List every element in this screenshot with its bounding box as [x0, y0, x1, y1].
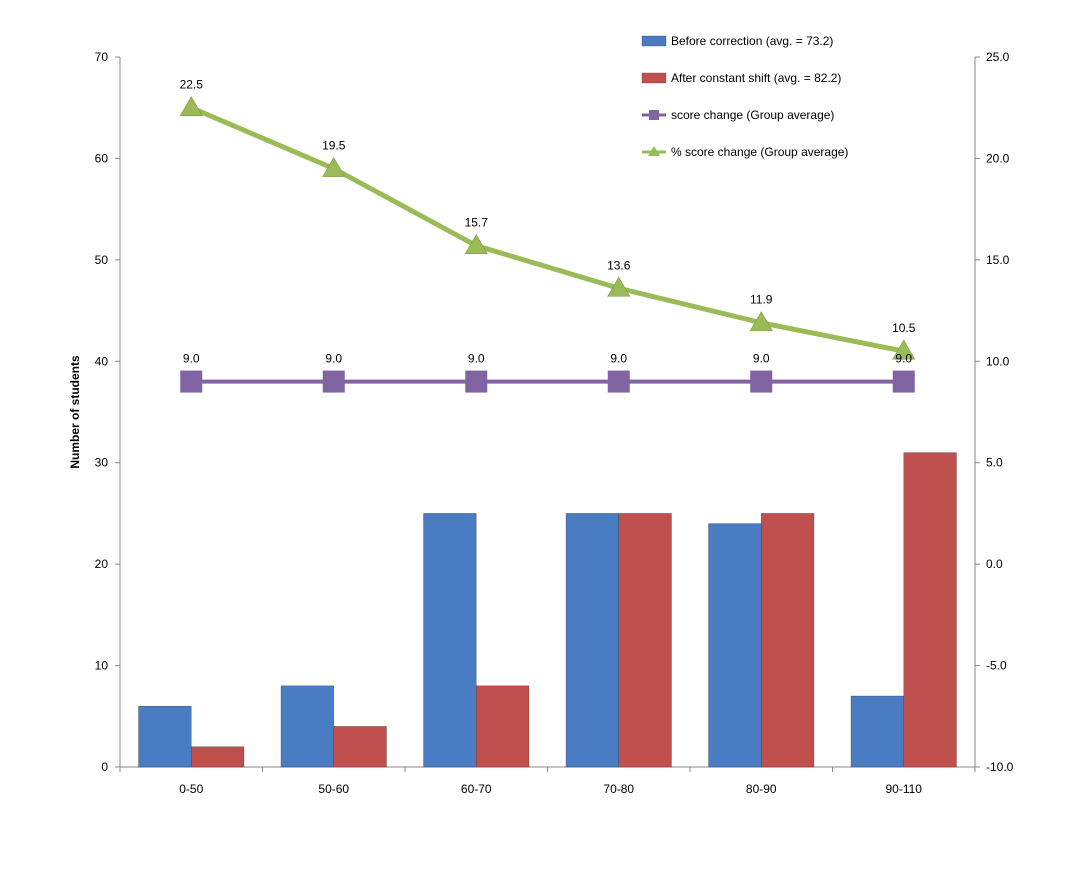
x-tick-label: 50-60: [318, 782, 349, 796]
left-tick-label: 60: [95, 151, 109, 165]
left-tick-label: 30: [95, 456, 109, 470]
bar: [423, 513, 477, 768]
legend-label: score change (Group average): [671, 108, 834, 122]
square-marker: [180, 370, 203, 393]
right-tick-label: 5.0: [986, 456, 1003, 470]
legend-square-marker: [649, 110, 659, 120]
data-label: 10.5: [892, 321, 916, 335]
legend-label: After constant shift (avg. = 82.2): [671, 71, 841, 85]
data-label: 9.0: [895, 352, 912, 366]
bar: [280, 685, 334, 768]
triangle-marker: [464, 234, 488, 254]
right-tick-label: 10.0: [986, 354, 1010, 368]
legend: Before correction (avg. = 73.2) After con…: [641, 34, 848, 159]
x-tick-label: 70-80: [603, 782, 634, 796]
right-tick-label: 15.0: [986, 253, 1010, 267]
right-tick-label: 20.0: [986, 151, 1010, 165]
square-marker: [322, 370, 345, 393]
triangle-marker: [749, 311, 773, 332]
square-marker: [892, 370, 915, 393]
bar: [476, 685, 530, 768]
left-tick-label: 0: [101, 760, 108, 774]
bar: [333, 726, 387, 768]
data-label: 15.7: [465, 216, 489, 230]
left-tick-label: 50: [95, 253, 109, 267]
bar: [138, 705, 192, 768]
triangle-marker: [607, 276, 631, 297]
bar: [761, 513, 815, 768]
right-tick-label: -10.0: [986, 760, 1014, 774]
bar: [191, 746, 245, 768]
data-label: 9.0: [753, 352, 770, 366]
data-label: 9.0: [610, 352, 627, 366]
square-marker: [750, 370, 773, 393]
legend-label: % score change (Group average): [671, 145, 848, 159]
left-tick-label: 10: [95, 659, 109, 673]
left-tick-label: 40: [95, 354, 109, 368]
data-label: 9.0: [468, 352, 485, 366]
square-marker: [465, 370, 488, 393]
legend-swatch: [641, 72, 667, 84]
right-tick-label: 0.0: [986, 557, 1003, 571]
data-label: 19.5: [322, 139, 346, 153]
bars: [138, 452, 957, 768]
bar: [903, 452, 957, 768]
legend-swatch: [641, 35, 667, 47]
data-label: 9.0: [325, 352, 342, 366]
right-tick-label: 25.0: [986, 50, 1010, 64]
lines: [179, 96, 916, 393]
data-label: 9.0: [183, 352, 200, 366]
data-labels: 9.0 9.0 9.0 9.0 9.0 9.0 22.5 19.5 15.7 13.6 11.9 10…: [180, 78, 916, 366]
x-tick-label: 60-70: [461, 782, 492, 796]
data-label: 11.9: [750, 293, 773, 307]
bar: [708, 523, 762, 768]
triangle-marker: [179, 96, 203, 117]
x-tick-label: 90-110: [886, 782, 923, 796]
left-tick-label: 70: [95, 50, 109, 64]
left-tick-label: 20: [95, 557, 109, 571]
x-tick-label: 0-50: [179, 782, 203, 796]
right-tick-label: -5.0: [986, 659, 1007, 673]
data-label: 22.5: [180, 78, 204, 92]
legend-triangle-marker: [648, 146, 660, 156]
triangle-marker: [322, 156, 346, 177]
bar: [618, 513, 672, 768]
triangle-marker: [892, 339, 916, 360]
x-tick-label: 80-90: [746, 782, 777, 796]
bar: [850, 695, 904, 768]
y-axis-title: Number of students: [68, 355, 82, 469]
bar: [565, 513, 619, 768]
square-marker: [607, 370, 630, 393]
legend-label: Before correction (avg. = 73.2): [671, 34, 833, 48]
data-label: 13.6: [607, 258, 631, 272]
series-line: [190, 105, 905, 354]
axes: 0 10 20 30 40 50 60 70 -10.0 -5.0 0.0 5.0 10.0 15.0 20…: [95, 50, 1014, 796]
